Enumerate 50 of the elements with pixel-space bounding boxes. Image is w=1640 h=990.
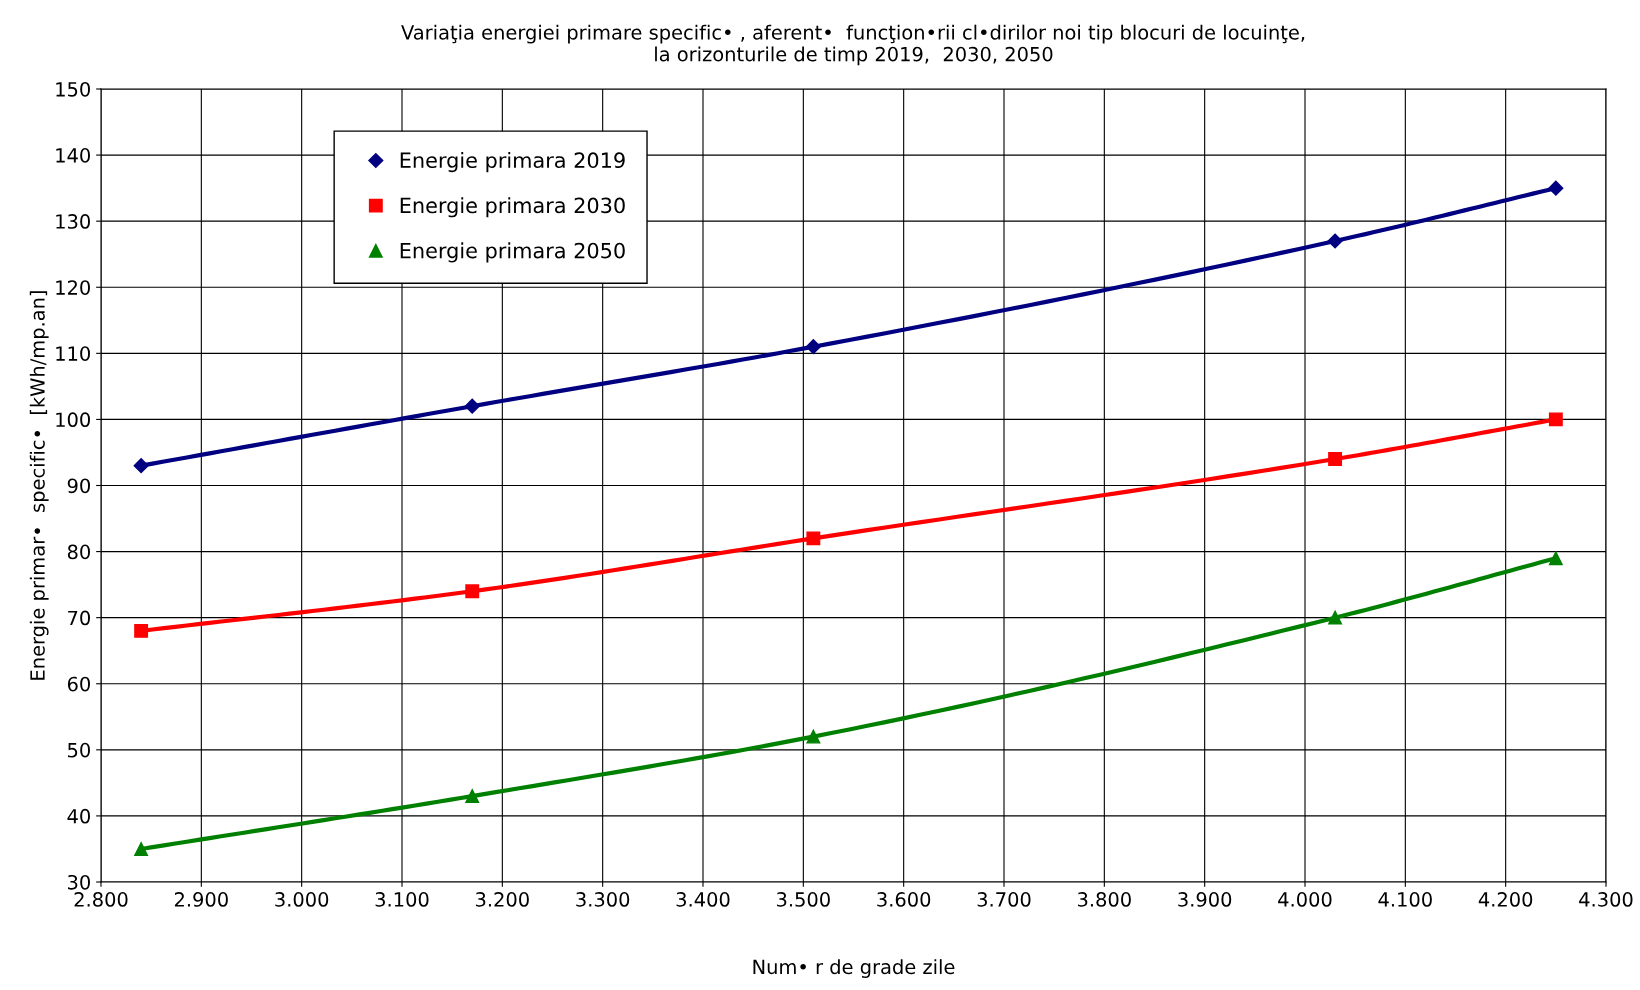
x-tick-label: 4.000 <box>1278 892 1332 907</box>
point <box>1328 452 1343 467</box>
y-tick-label: 150 <box>56 81 90 97</box>
x-tick-label: 4.200 <box>1478 892 1533 907</box>
y-tick-label: 30 <box>68 874 90 890</box>
x-tick-label: 3.900 <box>1178 892 1232 907</box>
y-tick-label: 140 <box>56 148 90 163</box>
x-tick-label: 3.800 <box>1077 892 1131 907</box>
legend-label: Energie primara 2050 <box>400 242 625 263</box>
y-tick-label: 120 <box>56 280 90 295</box>
y-tick-label: 80 <box>67 544 90 560</box>
point <box>465 789 480 804</box>
x-tick-label: 3.400 <box>676 892 730 907</box>
point <box>1327 233 1343 249</box>
y-tick-label: 110 <box>56 346 90 361</box>
y-tick-label: 60 <box>67 676 90 692</box>
y-tick-label: 50 <box>68 742 90 758</box>
point <box>1548 180 1564 196</box>
x-tick-label: 4.100 <box>1378 892 1432 907</box>
point <box>465 584 480 599</box>
y-tick-label: 100 <box>56 412 90 428</box>
x-axis-title: Num• r de grade zile <box>753 959 955 978</box>
y-tick-label: 70 <box>68 610 90 626</box>
chart-title: Variaţia energiei primare specific• , aferent• funcţion•rii cl•dirilor noi tip blocuri de locuinţe, la orizonturile de timp 2019, 2030, 2050 <box>401 24 1305 66</box>
y-tick-label: 90 <box>67 478 90 494</box>
legend-label: Energie primara 2030 <box>400 197 625 218</box>
point <box>133 458 149 474</box>
x-tick-label: 3.500 <box>776 892 830 907</box>
x-tick-label: 2.800 <box>74 892 128 907</box>
y-tick-label: 130 <box>56 214 90 229</box>
x-tick-label: 3.000 <box>275 892 329 907</box>
point <box>464 398 480 414</box>
point <box>1548 551 1563 566</box>
point <box>806 729 821 744</box>
x-tick-label: 4.300 <box>1579 892 1633 907</box>
point <box>1328 610 1343 625</box>
x-tick-label: 3.200 <box>475 892 529 907</box>
point <box>805 339 821 355</box>
legend-label: Energie primara 2019 <box>400 151 625 173</box>
x-tick-label: 3.300 <box>576 892 630 907</box>
point <box>134 623 149 638</box>
point <box>806 531 821 546</box>
x-tick-label: 2.900 <box>174 892 228 907</box>
point <box>134 842 149 856</box>
point <box>1548 412 1563 427</box>
x-tick-label: 3.100 <box>375 892 429 907</box>
x-tick-label: 3.600 <box>877 892 931 907</box>
x-tick-label: 3.700 <box>977 892 1031 907</box>
y-axis-title: Energie primar• specific• [kWh/mp.an] <box>29 291 49 680</box>
y-tick-label: 40 <box>67 808 90 824</box>
